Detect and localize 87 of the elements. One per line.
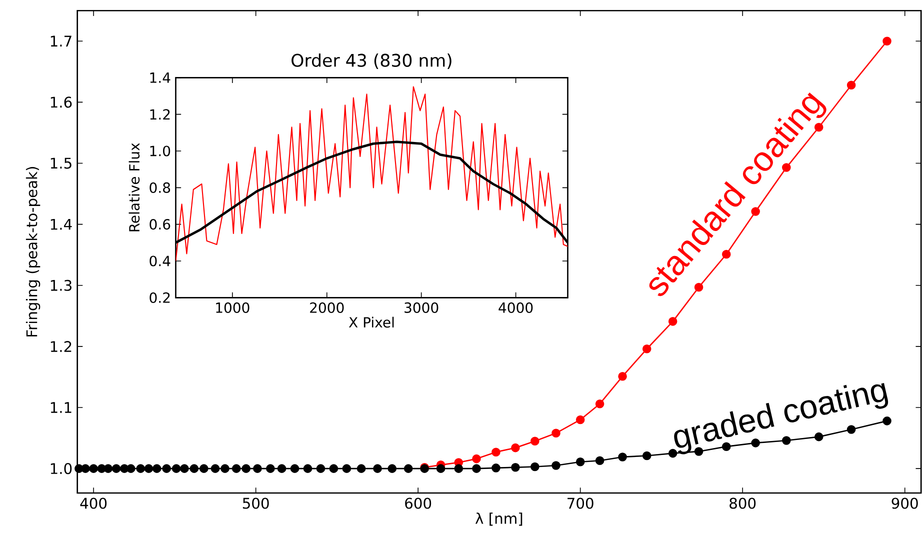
- point: [172, 464, 181, 473]
- point: [595, 456, 604, 466]
- point: [595, 399, 604, 408]
- point: [642, 344, 652, 354]
- point: [303, 464, 312, 473]
- point: [552, 461, 560, 470]
- point: [104, 464, 113, 473]
- point: [618, 372, 627, 381]
- y-tick-label: 1.2: [150, 109, 170, 120]
- point: [388, 464, 397, 473]
- point: [316, 464, 326, 473]
- x-axis-title: X Pixel: [348, 316, 394, 328]
- x-axis-title: λ [nm]: [475, 512, 522, 526]
- y-tick-label: 0.2: [150, 292, 170, 303]
- y-tick-label: 1.1: [50, 402, 72, 413]
- y-tick-label: 1.0: [50, 463, 72, 474]
- x-tick-label: 2000: [310, 302, 344, 313]
- point: [882, 36, 892, 46]
- chart-title: Order 43 (830 nm): [292, 53, 452, 69]
- y-tick-label: 1.0: [150, 146, 170, 156]
- x-tick-label: 900: [892, 498, 918, 509]
- y-axis-title: Fringing (peak-to-peak): [26, 167, 40, 336]
- point: [530, 462, 540, 472]
- point: [144, 464, 154, 473]
- point: [81, 464, 90, 473]
- point: [846, 425, 856, 434]
- point: [89, 464, 98, 473]
- x-tick-label: 400: [80, 498, 107, 509]
- y-tick-label: 1.3: [50, 280, 72, 291]
- y-tick-label: 0.4: [150, 256, 170, 266]
- x-tick-label: 600: [405, 498, 432, 509]
- point: [242, 464, 250, 473]
- x-tick-label: 4000: [498, 302, 533, 313]
- x-tick-label: 500: [242, 498, 269, 509]
- point: [492, 448, 500, 456]
- point: [220, 464, 230, 473]
- point: [511, 462, 520, 472]
- point: [266, 464, 275, 473]
- point: [472, 464, 481, 473]
- point: [112, 464, 121, 473]
- y-tick-label: 1.4: [150, 72, 170, 83]
- point: [356, 464, 366, 473]
- y-tick-label: 1.7: [50, 36, 72, 46]
- point: [162, 464, 171, 473]
- y-axis-title: Relative Flux: [128, 143, 140, 232]
- x-tick-label: 1000: [216, 302, 250, 313]
- point: [472, 454, 481, 464]
- point: [342, 464, 352, 473]
- point: [530, 436, 540, 446]
- point: [668, 317, 678, 326]
- x-tick-label: 800: [730, 498, 756, 509]
- point: [329, 464, 338, 473]
- point: [454, 464, 464, 473]
- point: [642, 451, 652, 460]
- point: [373, 464, 382, 473]
- x-tick-label: 700: [568, 498, 594, 509]
- point: [190, 464, 199, 473]
- point: [846, 80, 856, 90]
- point: [404, 464, 413, 473]
- point: [576, 457, 585, 466]
- legend-label: graded coating: [674, 382, 888, 454]
- point: [232, 464, 241, 473]
- point: [618, 452, 627, 462]
- point: [277, 464, 286, 473]
- point: [576, 415, 585, 424]
- point: [492, 464, 500, 472]
- y-tick-label: 0.6: [150, 219, 170, 230]
- y-tick-label: 1.2: [50, 341, 72, 352]
- point: [210, 464, 220, 473]
- point: [152, 464, 162, 473]
- point: [180, 464, 189, 473]
- point: [814, 432, 824, 442]
- line-series: [176, 86, 568, 262]
- point: [751, 207, 760, 216]
- point: [436, 464, 446, 473]
- point: [136, 464, 146, 473]
- point: [782, 436, 791, 445]
- y-tick-label: 1.6: [50, 96, 72, 108]
- point: [290, 464, 300, 473]
- y-tick-label: 1.5: [50, 158, 72, 169]
- y-tick-label: 0.8: [150, 182, 170, 193]
- point: [511, 443, 520, 452]
- x-tick-label: 3000: [404, 302, 438, 313]
- point: [552, 428, 560, 438]
- point: [253, 464, 262, 473]
- point: [199, 464, 208, 473]
- y-tick-label: 1.4: [50, 218, 72, 230]
